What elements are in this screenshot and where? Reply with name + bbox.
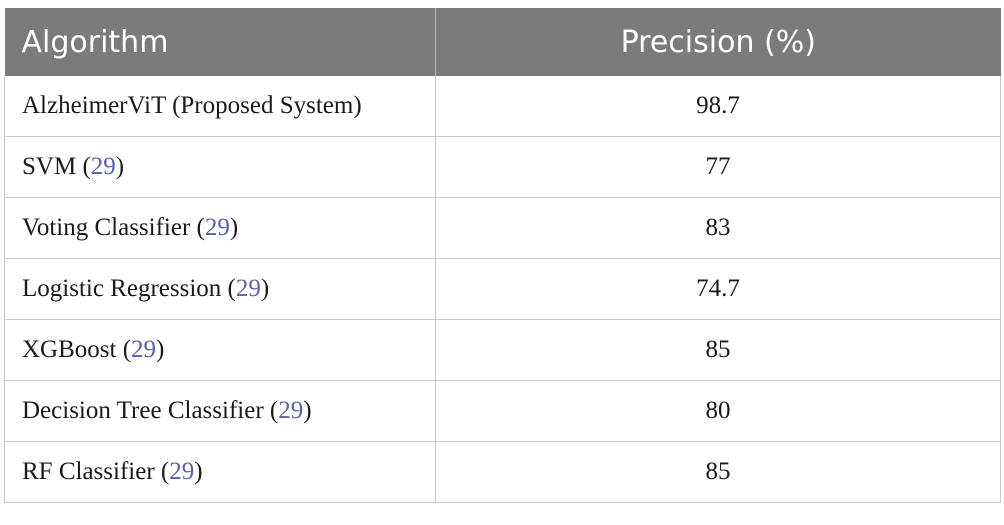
reference-parens: (29) — [269, 397, 312, 424]
precision-value-cell: 74.7 — [435, 258, 1001, 320]
table-row: RF Classifier (29) 85 — [4, 441, 1001, 503]
algorithm-name-cell: Logistic Regression (29) — [4, 258, 436, 320]
algorithm-name: RF Classifier — [22, 458, 155, 485]
reference-parens: (29) — [227, 275, 270, 302]
table-row: XGBoost (29) 85 — [4, 319, 1001, 381]
algorithm-name-cell: Voting Classifier (29) — [4, 197, 436, 259]
algorithm-name-cell: SVM (29) — [4, 136, 436, 198]
table-row: Voting Classifier (29) 83 — [4, 197, 1001, 259]
algorithm-name: XGBoost — [22, 336, 117, 363]
algorithm-column-header: Algorithm — [4, 8, 436, 76]
reference-link[interactable]: 29 — [90, 153, 116, 180]
table-row: SVM (29) 77 — [4, 136, 1001, 198]
precision-column-header: Precision (%) — [435, 8, 1001, 76]
reference-parens: (29) — [82, 153, 125, 180]
reference-link[interactable]: 29 — [131, 336, 157, 363]
precision-value-cell: 77 — [435, 136, 1001, 198]
table-header: Algorithm Precision (%) — [4, 8, 1001, 76]
table-row: Decision Tree Classifier (29) 80 — [4, 380, 1001, 442]
reference-link[interactable]: 29 — [235, 275, 261, 302]
algorithm-name: AlzheimerViT (Proposed System) — [22, 92, 362, 119]
algorithm-name-cell: Decision Tree Classifier (29) — [4, 380, 436, 442]
algorithm-name: Decision Tree Classifier — [22, 397, 264, 424]
precision-value-cell: 98.7 — [435, 76, 1001, 137]
precision-value-cell: 85 — [435, 319, 1001, 381]
reference-parens: (29) — [160, 458, 203, 485]
reference-link[interactable]: 29 — [278, 397, 304, 424]
table-body: AlzheimerViT (Proposed System) 98.7 SVM … — [4, 76, 1001, 503]
algorithm-name-cell: AlzheimerViT (Proposed System) — [4, 76, 436, 137]
algorithm-name-cell: XGBoost (29) — [4, 319, 436, 381]
precision-value-cell: 85 — [435, 441, 1001, 503]
algorithm-name: Voting Classifier — [22, 214, 191, 241]
reference-link[interactable]: 29 — [204, 214, 230, 241]
table-row: AlzheimerViT (Proposed System) 98.7 — [4, 76, 1001, 137]
table-row: Logistic Regression (29) 74.7 — [4, 258, 1001, 320]
precision-value-cell: 80 — [435, 380, 1001, 442]
reference-parens: (29) — [122, 336, 165, 363]
header-row: Algorithm Precision (%) — [4, 8, 1001, 76]
precision-value-cell: 83 — [435, 197, 1001, 259]
algorithm-name: SVM — [22, 153, 77, 180]
reference-link[interactable]: 29 — [169, 458, 195, 485]
algorithm-name-cell: RF Classifier (29) — [4, 441, 436, 503]
precision-comparison-table: Algorithm Precision (%) AlzheimerViT (Pr… — [4, 8, 1001, 503]
algorithm-name: Logistic Regression — [22, 275, 222, 302]
reference-parens: (29) — [196, 214, 239, 241]
